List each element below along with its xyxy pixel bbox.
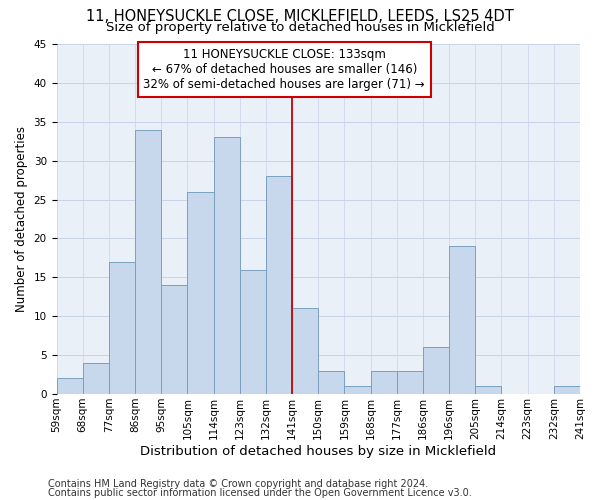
Bar — [397, 370, 423, 394]
Bar — [161, 285, 187, 394]
Text: 11 HONEYSUCKLE CLOSE: 133sqm
← 67% of detached houses are smaller (146)
32% of s: 11 HONEYSUCKLE CLOSE: 133sqm ← 67% of de… — [143, 48, 425, 91]
Bar — [135, 130, 161, 394]
Bar — [318, 370, 344, 394]
Bar — [475, 386, 502, 394]
Bar — [266, 176, 292, 394]
Bar — [554, 386, 580, 394]
Bar — [423, 348, 449, 394]
Text: 11, HONEYSUCKLE CLOSE, MICKLEFIELD, LEEDS, LS25 4DT: 11, HONEYSUCKLE CLOSE, MICKLEFIELD, LEED… — [86, 9, 514, 24]
Text: Size of property relative to detached houses in Micklefield: Size of property relative to detached ho… — [106, 21, 494, 34]
Bar — [109, 262, 135, 394]
Text: Contains public sector information licensed under the Open Government Licence v3: Contains public sector information licen… — [48, 488, 472, 498]
Bar — [292, 308, 318, 394]
Bar — [214, 138, 240, 394]
Bar — [240, 270, 266, 394]
Bar — [449, 246, 475, 394]
Text: Contains HM Land Registry data © Crown copyright and database right 2024.: Contains HM Land Registry data © Crown c… — [48, 479, 428, 489]
Bar — [83, 363, 109, 394]
Bar — [187, 192, 214, 394]
Bar — [371, 370, 397, 394]
X-axis label: Distribution of detached houses by size in Micklefield: Distribution of detached houses by size … — [140, 444, 496, 458]
Bar — [344, 386, 371, 394]
Y-axis label: Number of detached properties: Number of detached properties — [15, 126, 28, 312]
Bar — [56, 378, 83, 394]
